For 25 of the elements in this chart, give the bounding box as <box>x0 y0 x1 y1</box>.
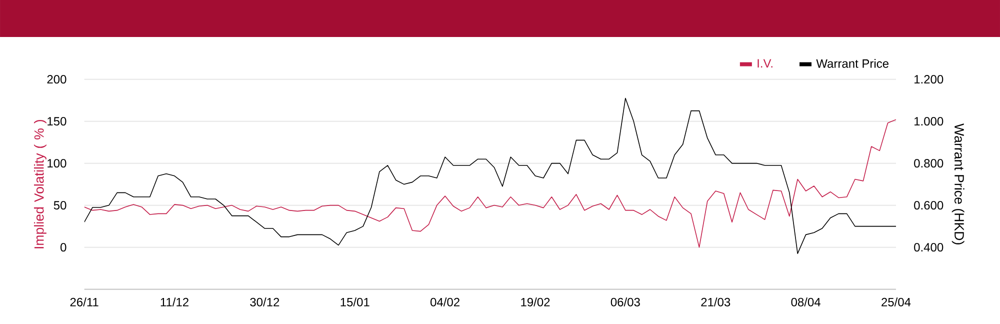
y-tick-label: 0 <box>60 243 66 252</box>
line-series <box>84 119 896 248</box>
y-tick-label: 150 <box>48 117 66 126</box>
y-tick-label: 200 <box>47 75 66 84</box>
x-tick-label: 21/03 <box>701 298 730 306</box>
legend-label: Warrant Price <box>816 59 889 68</box>
y2-tick-label: 0.600 <box>914 201 944 210</box>
x-tick-label: 08/04 <box>791 298 820 306</box>
x-tick-label: 25/04 <box>882 298 911 306</box>
y-axis-title: Implied Volatility ( % ) <box>34 120 46 248</box>
y2-tick-label: 0.400 <box>914 243 944 252</box>
x-tick-label: 04/02 <box>430 298 460 306</box>
legend-label: I.V. <box>758 59 772 68</box>
y2-tick-label: 1.000 <box>914 117 944 126</box>
x-tick-label: 26/11 <box>70 298 98 306</box>
x-tick-label: 19/02 <box>521 298 550 306</box>
y2-tick-label: 1.200 <box>914 75 944 84</box>
y2-axis-title: Warrant Price (HKD) <box>952 123 964 244</box>
x-tick-label: 30/12 <box>250 298 280 306</box>
y-tick-label: 100 <box>48 159 66 168</box>
x-tick-label: 15/01 <box>340 298 370 306</box>
y2-tick-label: 0.800 <box>914 159 944 168</box>
x-tick-label: 06/03 <box>610 298 640 306</box>
x-tick-label: 11/12 <box>160 298 188 306</box>
y-tick-label: 50 <box>54 201 66 210</box>
